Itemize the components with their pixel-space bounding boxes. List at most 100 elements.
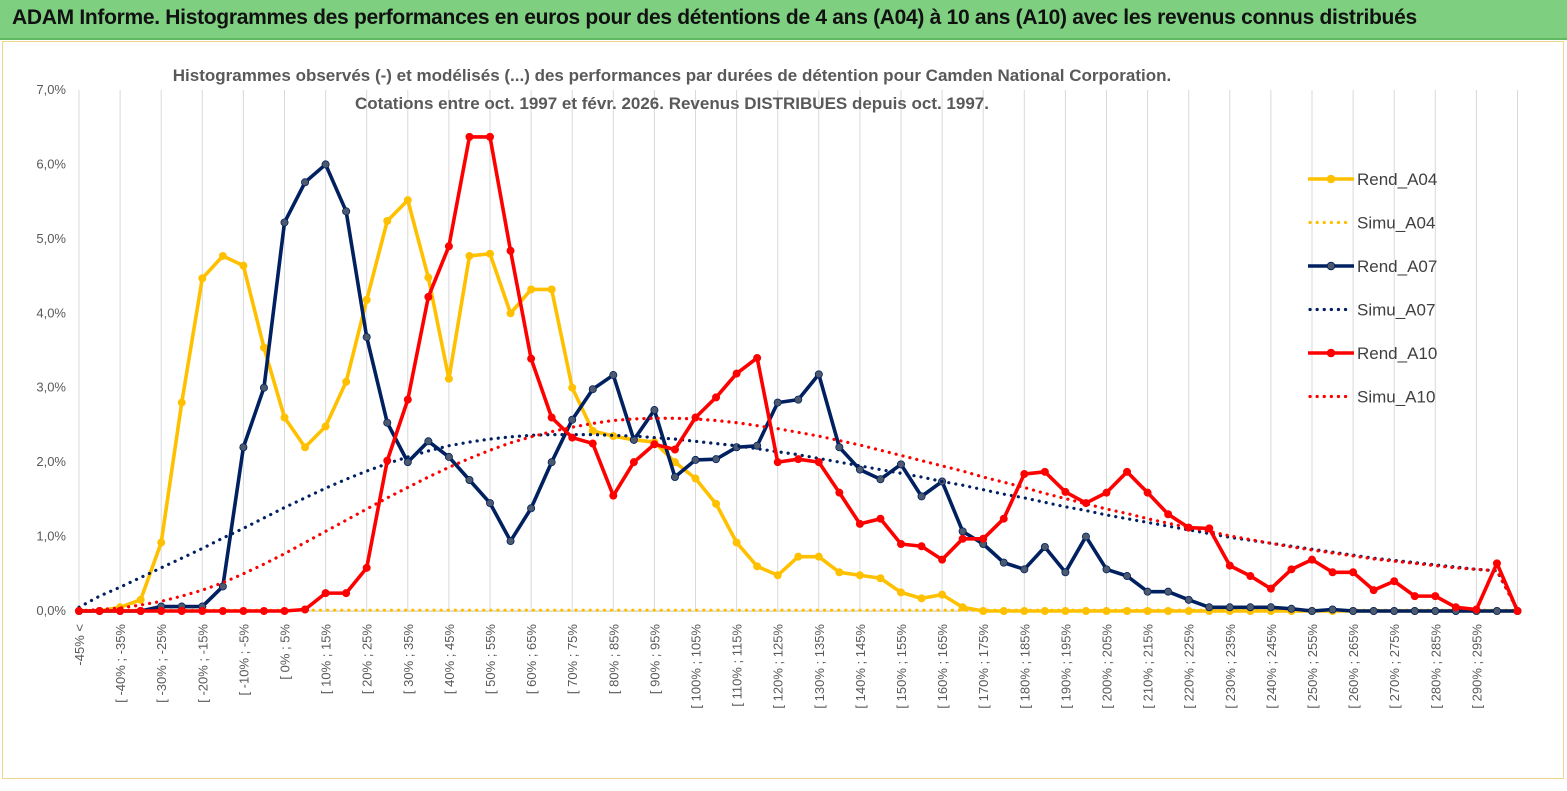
data-point-rend-a07 bbox=[1061, 568, 1070, 577]
x-tick-label: [ -20% ; -15% bbox=[195, 624, 210, 703]
x-tick-label: [ 20% ; 25% bbox=[360, 624, 375, 695]
x-tick-label: [ 180% ; 185% bbox=[1017, 624, 1032, 709]
series-line-simu-a07 bbox=[77, 433, 1520, 612]
x-tick-label: [ 60% ; 65% bbox=[524, 624, 539, 695]
x-tick-label: [ 220% ; 225% bbox=[1182, 624, 1197, 709]
data-point-rend-a10 bbox=[1492, 559, 1501, 568]
grid-layer bbox=[78, 90, 1518, 612]
data-point-rend-a10 bbox=[773, 458, 782, 467]
data-point-rend-a04 bbox=[157, 538, 166, 547]
series-line-rend-a10 bbox=[79, 135, 1520, 613]
data-point-rend-a04 bbox=[301, 443, 310, 452]
legend-item-rend-a07: Rend_A07 bbox=[1308, 257, 1437, 276]
x-tick-label: [ 110% ; 115% bbox=[730, 624, 745, 707]
data-point-rend-a07 bbox=[609, 371, 618, 380]
data-point-rend-a10 bbox=[177, 607, 186, 616]
data-point-rend-a10 bbox=[917, 542, 926, 551]
data-point-rend-a10 bbox=[1472, 605, 1481, 614]
legend-label: Rend_A07 bbox=[1357, 257, 1437, 276]
data-point-rend-a07 bbox=[794, 395, 803, 404]
series-layer bbox=[75, 132, 1522, 616]
data-point-rend-a10 bbox=[1164, 510, 1173, 519]
data-point-rend-a07 bbox=[773, 398, 782, 407]
data-point-rend-a10 bbox=[979, 534, 988, 543]
x-tick-label: [ 120% ; 125% bbox=[771, 624, 786, 709]
series-line-rend-a07 bbox=[79, 162, 1518, 613]
data-point-rend-a04 bbox=[547, 285, 556, 294]
data-point-rend-a04 bbox=[198, 274, 207, 283]
data-point-rend-a07 bbox=[897, 460, 906, 469]
data-point-rend-a04 bbox=[321, 422, 330, 431]
data-point-rend-a07 bbox=[1184, 595, 1193, 604]
data-point-rend-a04 bbox=[897, 588, 906, 597]
data-point-rend-a10 bbox=[1143, 488, 1152, 497]
data-point-rend-a04 bbox=[506, 309, 515, 318]
x-tick-label: [ 80% ; 85% bbox=[606, 624, 621, 695]
data-point-rend-a10 bbox=[1225, 561, 1234, 570]
x-tick-label: [ 270% ; 275% bbox=[1387, 624, 1402, 709]
x-tick-label: [ 40% ; 45% bbox=[442, 624, 457, 695]
data-point-rend-a04 bbox=[177, 398, 186, 407]
x-tick-label: [ 100% ; 105% bbox=[689, 624, 704, 709]
chart-title-line1: Histogrammes observés (-) et modélisés (… bbox=[173, 66, 1172, 85]
data-point-rend-a07 bbox=[1081, 532, 1090, 541]
data-point-rend-a10 bbox=[712, 393, 721, 402]
data-point-rend-a10 bbox=[362, 563, 371, 572]
data-point-rend-a07 bbox=[383, 418, 392, 427]
data-point-rend-a07 bbox=[1266, 603, 1275, 612]
data-point-rend-a10 bbox=[732, 369, 741, 378]
data-point-rend-a04 bbox=[732, 538, 741, 547]
data-point-rend-a07 bbox=[712, 455, 721, 464]
y-tick-label: 7,0% bbox=[36, 82, 66, 97]
y-tick-label: 1,0% bbox=[36, 529, 66, 544]
header-banner: ADAM Informe. Histogrammes des performan… bbox=[0, 0, 1567, 40]
x-tick-label: [ 200% ; 205% bbox=[1100, 624, 1115, 709]
data-point-rend-a07 bbox=[485, 499, 494, 508]
data-point-rend-a10 bbox=[1513, 607, 1522, 616]
data-point-rend-a07 bbox=[403, 458, 412, 467]
data-point-rend-a07 bbox=[1123, 572, 1132, 581]
legend-label: Rend_A04 bbox=[1357, 170, 1437, 189]
data-point-rend-a04 bbox=[794, 552, 803, 561]
data-point-rend-a04 bbox=[568, 383, 577, 392]
data-point-rend-a07 bbox=[362, 333, 371, 342]
data-point-rend-a10 bbox=[198, 607, 207, 616]
data-point-rend-a07 bbox=[506, 537, 515, 546]
data-point-rend-a10 bbox=[136, 607, 145, 616]
data-point-rend-a07 bbox=[1369, 607, 1378, 616]
data-point-rend-a07 bbox=[1225, 603, 1234, 612]
legend-item-rend-a04: Rend_A04 bbox=[1308, 170, 1437, 189]
data-point-rend-a10 bbox=[855, 519, 864, 528]
data-point-rend-a10 bbox=[465, 132, 474, 141]
x-tick-label: [ 90% ; 95% bbox=[647, 624, 662, 695]
data-point-rend-a04 bbox=[444, 374, 453, 383]
x-tick-label: [ 210% ; 215% bbox=[1141, 624, 1156, 709]
data-point-rend-a10 bbox=[1040, 467, 1049, 476]
data-point-rend-a10 bbox=[1451, 603, 1460, 612]
data-point-rend-a10 bbox=[1020, 470, 1029, 479]
data-point-rend-a04 bbox=[712, 499, 721, 508]
x-tick-label: [ 30% ; 35% bbox=[401, 624, 416, 695]
data-point-rend-a04 bbox=[259, 343, 268, 352]
series-line-simu-a10 bbox=[77, 416, 1520, 613]
data-point-rend-a10 bbox=[670, 445, 679, 454]
data-point-rend-a07 bbox=[1328, 605, 1337, 614]
data-point-rend-a07 bbox=[588, 385, 597, 394]
data-point-rend-a07 bbox=[753, 441, 762, 450]
data-point-rend-a07 bbox=[444, 452, 453, 461]
x-tick-label: [ 240% ; 245% bbox=[1264, 624, 1279, 709]
data-point-rend-a10 bbox=[1369, 586, 1378, 595]
legend-marker bbox=[1326, 261, 1336, 271]
data-point-rend-a10 bbox=[1123, 467, 1132, 476]
data-point-rend-a07 bbox=[1431, 607, 1440, 616]
data-point-rend-a07 bbox=[1020, 565, 1029, 574]
data-point-rend-a07 bbox=[835, 443, 844, 452]
data-point-rend-a07 bbox=[1164, 587, 1173, 596]
data-point-rend-a10 bbox=[1328, 568, 1337, 577]
data-point-rend-a10 bbox=[1308, 555, 1317, 564]
x-tick-label: [ -30% ; -25% bbox=[154, 624, 169, 703]
data-point-rend-a10 bbox=[321, 589, 330, 598]
x-tick-label: [ 0% ; 5% bbox=[278, 624, 293, 680]
y-tick-label: 5,0% bbox=[36, 231, 66, 246]
x-tick-label: [ 140% ; 145% bbox=[853, 624, 868, 709]
